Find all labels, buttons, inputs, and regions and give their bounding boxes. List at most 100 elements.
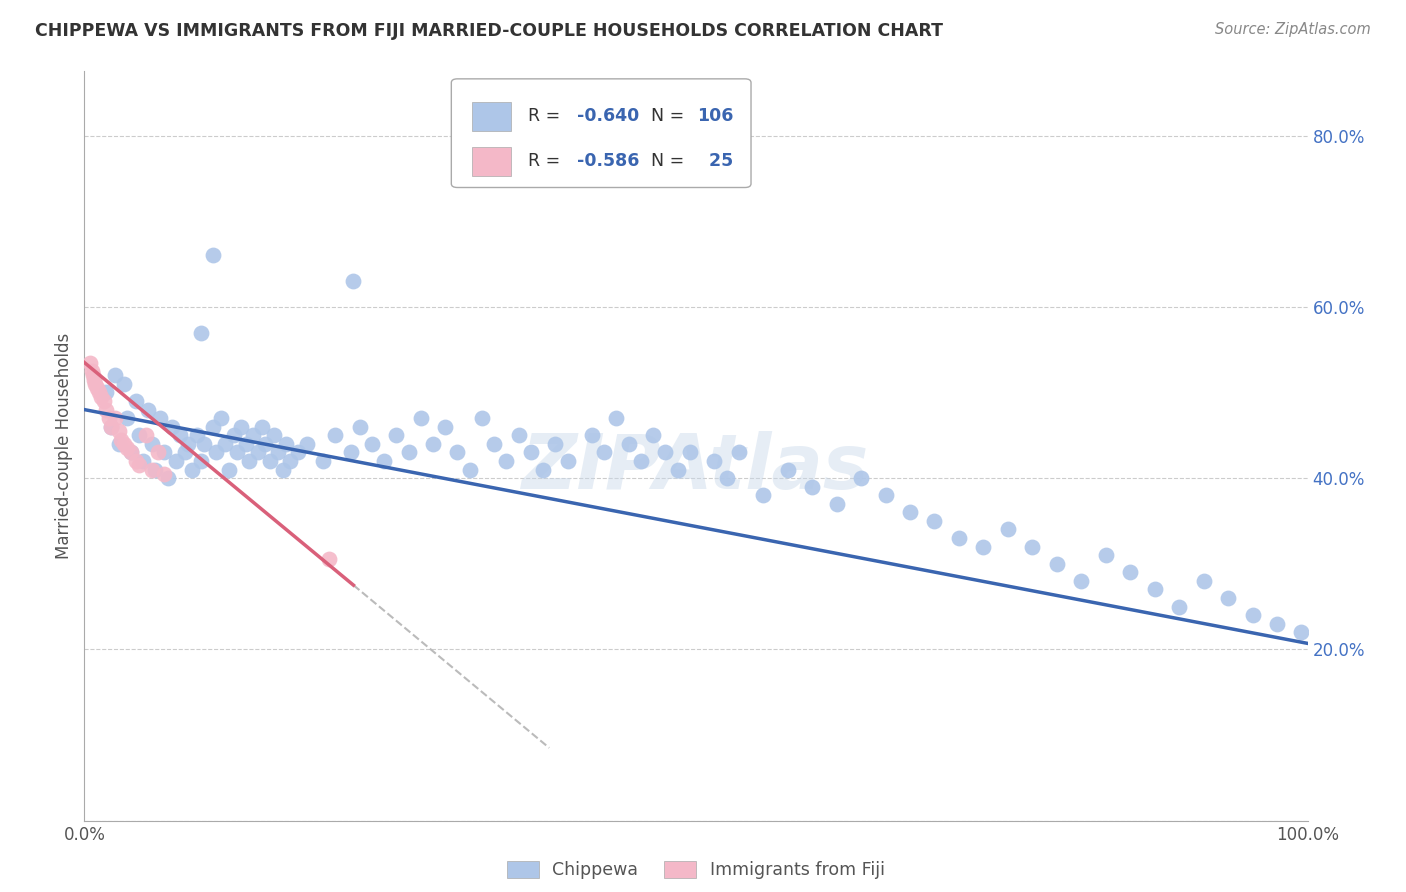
Point xyxy=(422,437,444,451)
Point xyxy=(136,402,159,417)
Point xyxy=(287,445,309,459)
Text: -0.640: -0.640 xyxy=(578,107,640,125)
Point xyxy=(312,454,335,468)
Point xyxy=(125,394,148,409)
Point xyxy=(1168,599,1191,614)
Legend: Chippewa, Immigrants from Fiji: Chippewa, Immigrants from Fiji xyxy=(508,861,884,880)
Point xyxy=(205,445,228,459)
Point xyxy=(110,433,132,447)
Text: N =: N = xyxy=(651,153,689,170)
Point xyxy=(508,428,530,442)
Point xyxy=(605,411,627,425)
Point xyxy=(520,445,543,459)
Point xyxy=(1021,540,1043,554)
Point xyxy=(1291,625,1313,640)
Point xyxy=(1070,574,1092,588)
Point xyxy=(924,514,946,528)
Point xyxy=(190,454,212,468)
Point xyxy=(162,419,184,434)
Point xyxy=(120,445,142,459)
Point xyxy=(190,326,212,340)
Point xyxy=(776,462,799,476)
Point xyxy=(107,424,129,438)
Point xyxy=(201,248,224,262)
Y-axis label: Married-couple Households: Married-couple Households xyxy=(55,333,73,559)
Point xyxy=(235,437,257,451)
Point xyxy=(666,462,689,476)
Point xyxy=(115,441,138,455)
Point xyxy=(752,488,775,502)
Point xyxy=(278,454,301,468)
Point xyxy=(409,411,432,425)
Point xyxy=(446,445,468,459)
Point xyxy=(79,355,101,369)
Point xyxy=(471,411,494,425)
Point xyxy=(132,454,155,468)
Point xyxy=(654,445,676,459)
Point xyxy=(104,411,127,425)
Point xyxy=(165,454,187,468)
FancyBboxPatch shape xyxy=(472,102,512,130)
Point xyxy=(801,480,824,494)
Text: -0.586: -0.586 xyxy=(578,153,640,170)
Point xyxy=(340,445,363,459)
Point xyxy=(643,428,665,442)
Point xyxy=(1143,582,1166,597)
Point xyxy=(342,274,364,288)
Point xyxy=(143,462,166,476)
Point xyxy=(86,381,108,395)
Point xyxy=(875,488,897,502)
Point xyxy=(107,437,129,451)
Point xyxy=(373,454,395,468)
FancyBboxPatch shape xyxy=(451,78,751,187)
Point xyxy=(254,437,277,451)
Point xyxy=(84,376,107,391)
Text: N =: N = xyxy=(651,107,689,125)
Point xyxy=(458,462,481,476)
Point xyxy=(209,411,232,425)
Point xyxy=(1192,574,1215,588)
Point xyxy=(385,428,408,442)
Point xyxy=(186,428,208,442)
Point xyxy=(97,411,120,425)
Point xyxy=(100,419,122,434)
Point xyxy=(679,445,702,459)
Point xyxy=(93,394,115,409)
Point xyxy=(398,445,420,459)
Text: R =: R = xyxy=(529,153,567,170)
Point xyxy=(557,454,579,468)
Point xyxy=(1265,616,1288,631)
Point xyxy=(482,437,505,451)
Point xyxy=(825,497,848,511)
Point xyxy=(318,552,340,566)
Point xyxy=(149,411,172,425)
Point xyxy=(128,428,150,442)
Point xyxy=(495,454,517,468)
Point xyxy=(96,385,118,400)
Point xyxy=(266,445,288,459)
Point xyxy=(229,419,252,434)
Point xyxy=(849,471,872,485)
Point xyxy=(115,411,138,425)
Text: 25: 25 xyxy=(697,153,734,170)
Point xyxy=(135,428,157,442)
Point xyxy=(112,376,135,391)
Point xyxy=(630,454,652,468)
Point xyxy=(153,445,176,459)
Point xyxy=(997,523,1019,537)
Point xyxy=(100,419,122,434)
Point xyxy=(295,437,318,451)
Point xyxy=(153,467,176,481)
Point xyxy=(581,428,603,442)
Point xyxy=(193,437,215,451)
Point xyxy=(125,454,148,468)
Point xyxy=(360,437,382,451)
Point xyxy=(1119,566,1142,580)
Point xyxy=(271,462,294,476)
Point xyxy=(1241,608,1264,623)
Text: Source: ZipAtlas.com: Source: ZipAtlas.com xyxy=(1215,22,1371,37)
Point xyxy=(593,445,616,459)
Point xyxy=(96,402,118,417)
Point xyxy=(141,462,163,476)
Point xyxy=(222,428,245,442)
